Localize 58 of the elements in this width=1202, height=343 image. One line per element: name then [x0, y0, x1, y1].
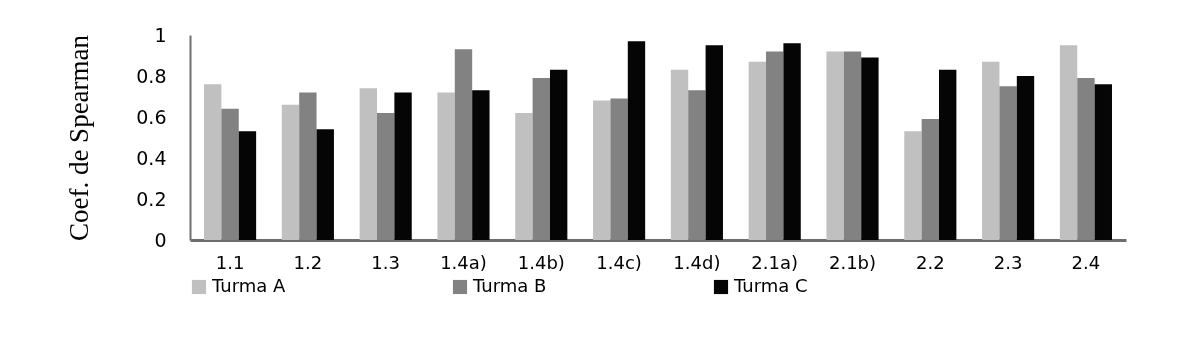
bar	[532, 78, 550, 240]
bar	[238, 131, 257, 240]
x-tick-label: 1.4c)	[596, 251, 642, 273]
legend-label: Turma C	[733, 275, 808, 296]
bar	[826, 51, 844, 240]
x-tick-label: 1.4a)	[440, 251, 487, 273]
bar	[299, 92, 317, 240]
bar	[843, 51, 862, 240]
bar	[904, 131, 922, 240]
legend-label: Turma B	[472, 275, 547, 296]
bar	[281, 104, 300, 240]
bar	[1016, 76, 1035, 240]
bar	[999, 86, 1017, 240]
bar	[610, 98, 628, 240]
bar	[861, 57, 879, 240]
y-tick-label: 0.2	[136, 187, 167, 210]
bar	[472, 90, 490, 240]
bar	[748, 61, 767, 240]
bar	[437, 92, 455, 240]
x-tick-label: 2.4	[1071, 251, 1101, 273]
bar	[705, 45, 723, 240]
x-tick-label: 1.4b)	[517, 251, 565, 273]
x-tick-label: 2.1b)	[828, 251, 877, 273]
x-tick-label: 1.1	[215, 251, 245, 273]
x-tick-label: 2.3	[993, 251, 1023, 273]
bar	[766, 51, 784, 240]
y-tick-label: 0.6	[136, 105, 167, 128]
bar	[688, 90, 706, 240]
bar	[359, 88, 377, 240]
bar	[939, 69, 957, 240]
bar	[783, 43, 801, 240]
bar	[454, 49, 473, 240]
bar	[549, 69, 568, 240]
bar	[515, 112, 533, 240]
bar	[376, 112, 395, 240]
x-tick-label: 2.2	[916, 251, 945, 273]
x-tick-label: 1.2	[293, 251, 323, 273]
bar	[670, 69, 689, 240]
bar	[593, 100, 611, 240]
bar	[221, 108, 239, 240]
x-tick-label: 1.3	[371, 251, 400, 273]
bar	[1077, 78, 1095, 240]
y-tick-label: 0.8	[136, 64, 167, 87]
bar	[921, 119, 940, 240]
bar	[1094, 84, 1112, 240]
x-tick-label: 1.4d)	[673, 251, 721, 273]
bar	[204, 84, 222, 240]
y-tick-label: 0	[154, 228, 167, 251]
y-tick-label: 0.4	[136, 146, 167, 169]
bar	[316, 129, 334, 240]
bar	[982, 61, 1000, 240]
x-tick-label: 2.1a)	[751, 251, 799, 273]
y-tick-label: 1	[154, 23, 167, 46]
bar	[394, 92, 412, 240]
bar	[1059, 45, 1078, 240]
legend-label: Turma A	[211, 275, 287, 296]
y-axis-title: Coef. de Spearman	[64, 34, 95, 242]
bar	[627, 41, 646, 240]
